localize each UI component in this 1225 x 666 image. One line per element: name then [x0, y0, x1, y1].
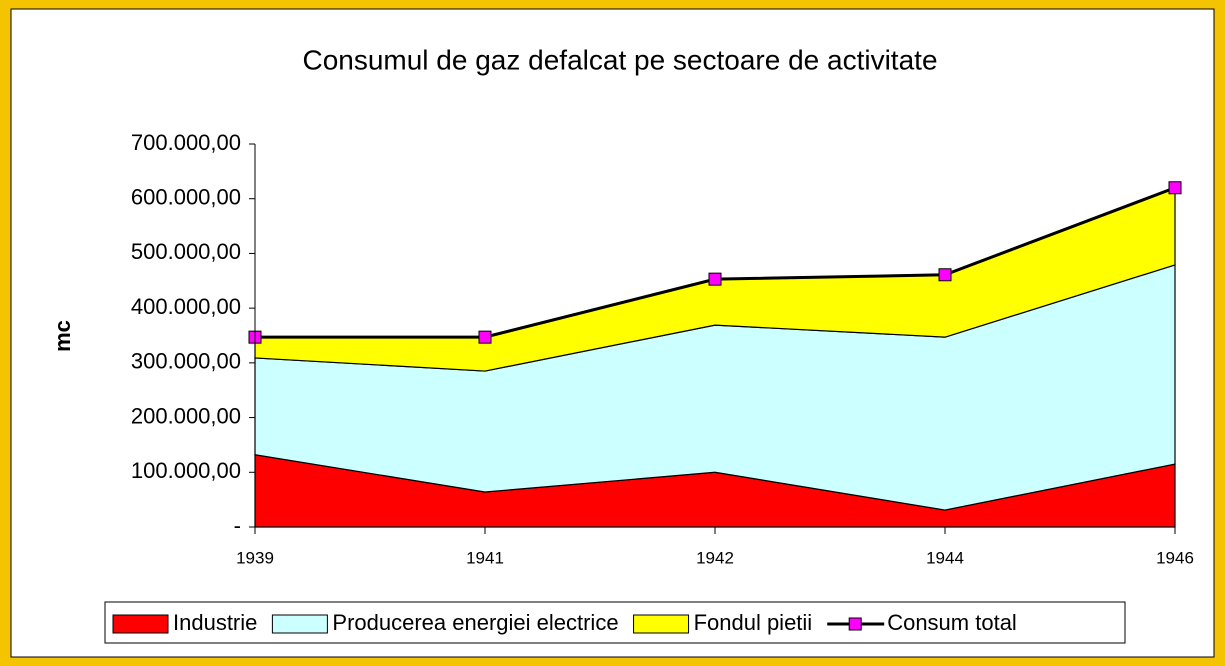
- legend-label: Consum total: [887, 610, 1017, 635]
- y-tick-label: 700.000,00: [131, 130, 241, 155]
- x-tick-label: 1939: [236, 548, 274, 567]
- legend-swatch: [633, 614, 690, 634]
- legend-marker: [848, 617, 862, 631]
- legend-swatch: [271, 614, 328, 634]
- x-tick-label: 1944: [926, 548, 964, 567]
- y-tick-label: 300.000,00: [131, 349, 241, 374]
- y-tick-label: 600.000,00: [131, 185, 241, 210]
- marker: [708, 272, 722, 286]
- y-tick-label: 400.000,00: [131, 294, 241, 319]
- marker: [938, 268, 952, 282]
- x-tick-label: 1942: [696, 548, 734, 567]
- y-tick-label: 100.000,00: [131, 458, 241, 483]
- y-tick-label: 500.000,00: [131, 239, 241, 264]
- y-tick-label: 200.000,00: [131, 403, 241, 428]
- legend-label: Fondul pietii: [694, 610, 813, 635]
- legend-label: Producerea energiei electrice: [332, 610, 618, 635]
- y-tick-label: -: [234, 513, 241, 538]
- marker: [478, 330, 492, 344]
- y-axis-label: mc: [50, 320, 75, 352]
- x-tick-label: 1941: [466, 548, 504, 567]
- x-tick-label: 1946: [1156, 548, 1194, 567]
- legend-label: Industrie: [173, 610, 257, 635]
- chart-title: Consumul de gaz defalcat pe sectoare de …: [302, 44, 937, 75]
- marker: [1168, 181, 1182, 195]
- legend-swatch: [112, 614, 169, 634]
